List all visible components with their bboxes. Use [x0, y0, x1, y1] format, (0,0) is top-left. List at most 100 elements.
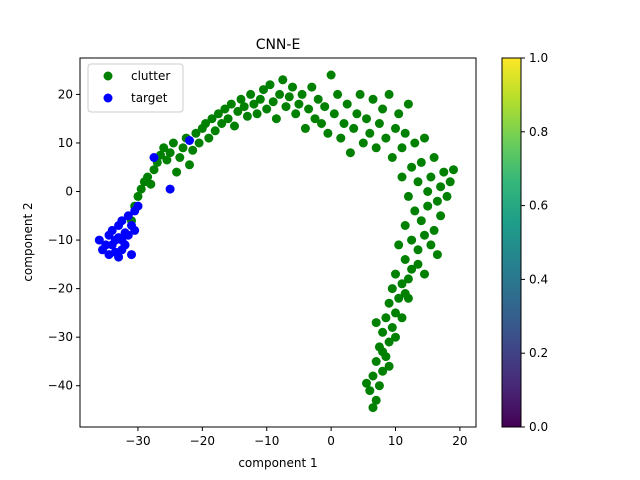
- point-clutter-49: [284, 92, 294, 102]
- point-clutter-56: [307, 82, 317, 92]
- point-clutter-46: [275, 89, 285, 99]
- x-tick-label: 10: [388, 434, 403, 448]
- point-clutter-109: [407, 235, 417, 245]
- point-clutter-63: [329, 109, 339, 119]
- point-clutter-79: [381, 133, 391, 143]
- point-clutter-118: [420, 269, 429, 279]
- point-clutter-73: [362, 114, 371, 124]
- point-target-0: [94, 235, 104, 245]
- point-clutter-60: [320, 102, 330, 112]
- point-clutter-139: [368, 403, 378, 413]
- point-clutter-105: [423, 201, 433, 211]
- point-clutter-111: [420, 230, 429, 240]
- point-clutter-64: [333, 89, 343, 99]
- point-clutter-78: [378, 104, 388, 114]
- point-clutter-119: [391, 269, 400, 279]
- point-clutter-33: [233, 106, 243, 116]
- point-clutter-95: [432, 196, 442, 206]
- point-clutter-32: [230, 121, 239, 131]
- point-clutter-146: [378, 347, 388, 357]
- point-clutter-82: [391, 123, 400, 133]
- point-clutter-107: [436, 211, 446, 221]
- point-clutter-58: [313, 94, 323, 104]
- point-clutter-2: [133, 191, 143, 201]
- point-clutter-40: [255, 94, 265, 104]
- point-clutter-76: [371, 143, 381, 153]
- point-clutter-77: [374, 119, 384, 128]
- point-clutter-72: [358, 138, 368, 148]
- point-clutter-117: [413, 259, 423, 269]
- point-clutter-103: [410, 206, 420, 216]
- point-clutter-98: [442, 191, 452, 201]
- point-clutter-143: [397, 313, 407, 323]
- point-clutter-14: [172, 167, 182, 177]
- point-clutter-61: [323, 128, 333, 138]
- point-target-25: [165, 184, 175, 194]
- x-tick-label: −30: [125, 434, 150, 448]
- point-clutter-24: [204, 133, 214, 143]
- point-clutter-13: [168, 138, 178, 148]
- legend-marker-clutter: [103, 71, 113, 81]
- legend-label-target: target: [131, 91, 168, 105]
- point-clutter-54: [300, 123, 310, 133]
- point-clutter-3: [136, 184, 146, 194]
- x-tick-label: 0: [327, 434, 335, 448]
- point-clutter-89: [413, 177, 423, 187]
- legend-label-clutter: clutter: [131, 69, 170, 83]
- point-clutter-45: [271, 114, 281, 124]
- point-clutter-18: [185, 160, 194, 170]
- point-clutter-69: [349, 123, 359, 133]
- point-clutter-142: [391, 332, 400, 342]
- point-clutter-23: [201, 119, 211, 128]
- colorbar-tick-label: 0.2: [529, 346, 548, 360]
- point-clutter-90: [416, 157, 426, 167]
- y-axis: −40 −30 −20 −10 0 10 20: [48, 87, 80, 393]
- y-tick-label: −40: [48, 379, 73, 393]
- x-tick-label: −10: [254, 434, 279, 448]
- y-tick-label: −30: [48, 330, 73, 344]
- y-tick-label: 20: [58, 87, 73, 101]
- point-clutter-140: [362, 378, 371, 388]
- point-clutter-133: [371, 357, 381, 366]
- point-clutter-34: [236, 94, 246, 104]
- point-target-22: [133, 201, 143, 211]
- point-target-17: [123, 211, 133, 221]
- point-clutter-47: [278, 75, 288, 85]
- point-clutter-102: [403, 191, 413, 201]
- point-clutter-88: [410, 138, 420, 148]
- point-clutter-84: [397, 143, 407, 153]
- point-clutter-104: [416, 216, 426, 226]
- point-clutter-97: [439, 167, 449, 177]
- point-clutter-75: [368, 94, 378, 104]
- point-target-11: [114, 252, 124, 262]
- plot-area-frame: [79, 57, 477, 428]
- point-clutter-68: [345, 148, 355, 158]
- point-clutter-100: [449, 165, 458, 175]
- point-clutter-66: [339, 119, 349, 128]
- point-clutter-42: [262, 104, 272, 114]
- point-clutter-96: [436, 182, 446, 192]
- point-clutter-51: [291, 109, 301, 119]
- point-clutter-29: [220, 104, 230, 114]
- point-clutter-59: [317, 119, 326, 128]
- point-target-12: [117, 216, 127, 226]
- point-clutter-115: [400, 255, 410, 264]
- x-tick-label: −20: [190, 434, 215, 448]
- point-clutter-101: [397, 172, 407, 182]
- point-clutter-70: [352, 109, 362, 119]
- point-clutter-93: [426, 172, 436, 182]
- point-clutter-130: [384, 337, 394, 347]
- point-clutter-135: [368, 371, 378, 381]
- point-clutter-43: [265, 80, 275, 90]
- point-clutter-85: [400, 128, 410, 138]
- point-clutter-39: [252, 109, 262, 119]
- point-clutter-141: [384, 361, 394, 371]
- point-clutter-50: [288, 82, 297, 92]
- point-target-15: [120, 240, 130, 250]
- point-clutter-44: [268, 97, 278, 107]
- y-tick-label: −20: [48, 282, 73, 296]
- point-clutter-138: [371, 395, 381, 405]
- point-clutter-71: [355, 89, 365, 99]
- point-clutter-86: [403, 99, 413, 109]
